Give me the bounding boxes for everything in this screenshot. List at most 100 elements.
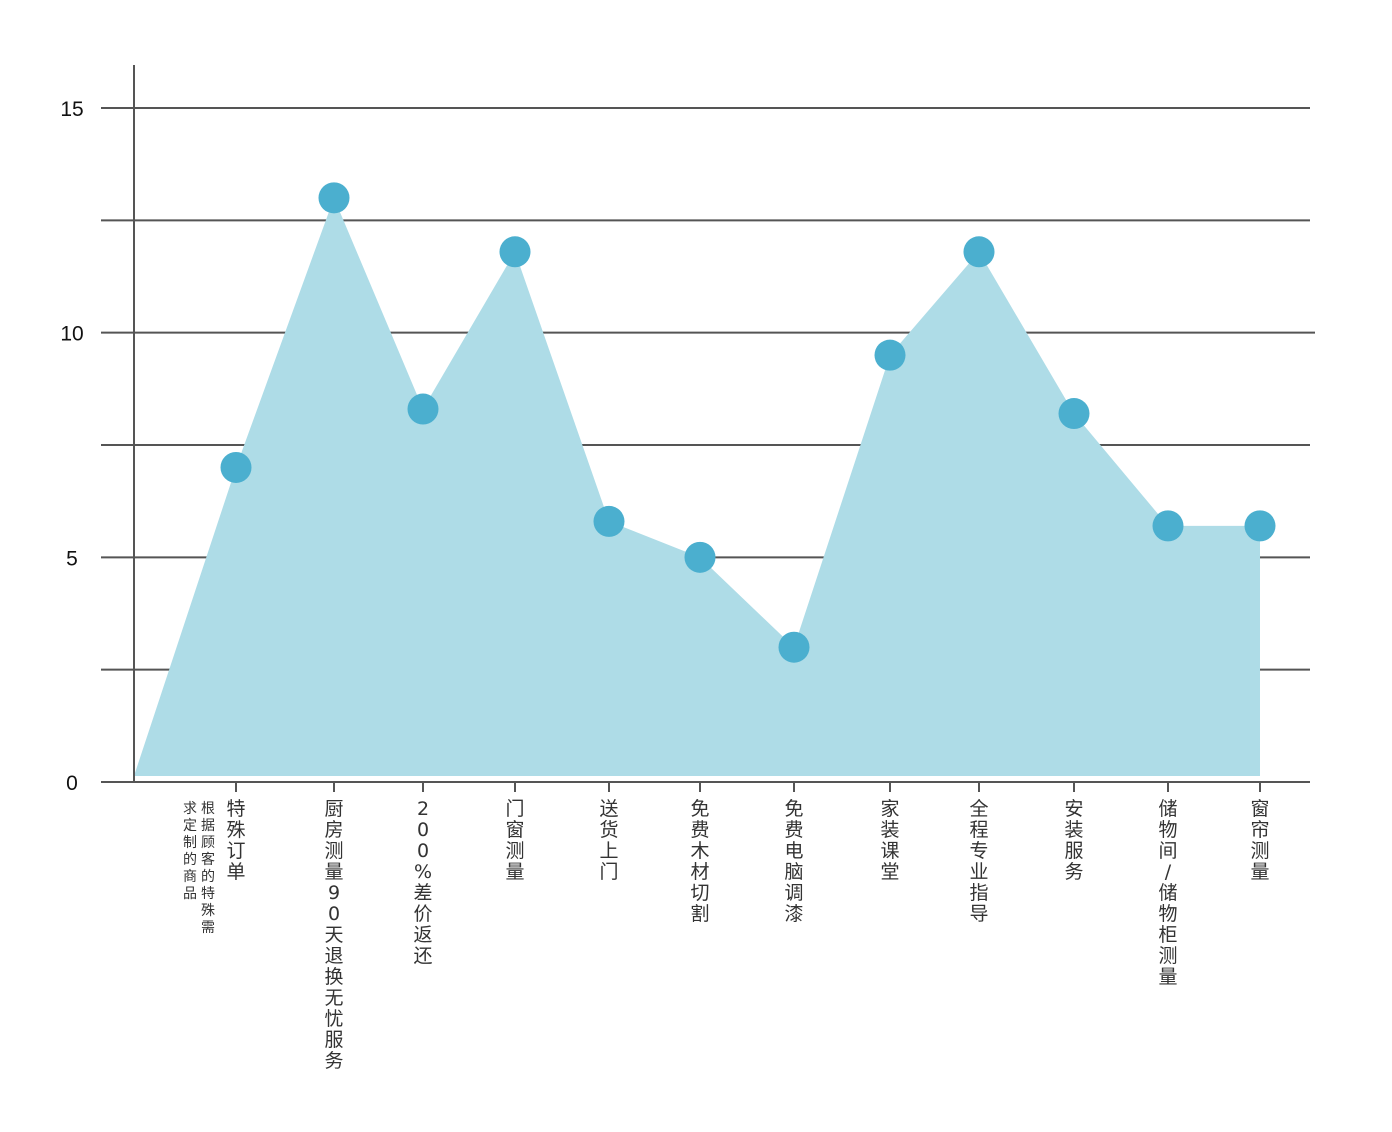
x-category-char: 帘 <box>1250 819 1269 841</box>
x-category-char: 导 <box>969 903 988 925</box>
x-category-char: 量 <box>324 861 343 883</box>
x-category-char: 门 <box>599 861 618 883</box>
data-point <box>778 631 810 663</box>
data-point <box>1058 398 1090 430</box>
x-category-char: 价 <box>413 903 432 925</box>
data-point <box>1152 510 1184 542</box>
y-tick-label: 0 <box>66 772 78 795</box>
x-category-char: 业 <box>969 861 988 883</box>
axes <box>101 65 1310 792</box>
x-category-char: 测 <box>1158 945 1177 967</box>
x-category-char: 服 <box>324 1029 343 1051</box>
x-category-char: 殊 <box>226 819 245 841</box>
x-category-char: 调 <box>784 882 803 904</box>
x-category-char: 堂 <box>880 861 899 883</box>
y-tick-label: 15 <box>60 98 83 121</box>
x-category-char: 订 <box>226 840 245 862</box>
x-category-char: 9 <box>328 882 340 904</box>
data-point <box>407 393 439 425</box>
x-category-char: 物 <box>1158 819 1177 841</box>
x-category-char: 木 <box>690 840 709 862</box>
area-fill <box>134 197 1260 776</box>
x-category-labels: 特殊订单根据顾客的特殊需求定制的商品厨房测量90天退换无忧服务200%差价返还门… <box>183 798 1270 1072</box>
x-category-char: 退 <box>324 945 343 967</box>
x-category-note-char: 顾 <box>201 835 215 851</box>
x-category-char: 电 <box>784 840 803 862</box>
x-category-char: 窗 <box>505 819 524 841</box>
x-category-char: 漆 <box>784 903 803 925</box>
x-category-char: 切 <box>690 882 709 904</box>
x-category-char: 送 <box>599 798 618 820</box>
x-category-note-char: 求 <box>183 801 197 817</box>
x-category-note-char: 客 <box>201 851 215 868</box>
x-category-char: 特 <box>226 798 245 820</box>
x-category-note-char: 的 <box>201 869 215 885</box>
x-category-char: 测 <box>505 840 524 862</box>
x-category-char: 测 <box>1250 840 1269 862</box>
x-category-char: 指 <box>969 882 988 904</box>
x-category-char: 务 <box>324 1050 343 1072</box>
x-category-char: 物 <box>1158 903 1177 925</box>
data-markers <box>220 182 1276 663</box>
area-series <box>134 197 1260 776</box>
data-point <box>684 541 716 573</box>
x-category-note-char: 需 <box>201 920 215 936</box>
x-category-char: 窗 <box>1250 798 1269 820</box>
x-category-char: 0 <box>417 840 429 862</box>
x-category-note-char: 制 <box>183 835 197 851</box>
x-category-char: 全 <box>969 798 988 820</box>
x-category-note-char: 定 <box>183 818 197 834</box>
x-category-char: 换 <box>324 966 343 988</box>
x-category-char: 门 <box>505 798 524 820</box>
x-category-char: 课 <box>880 840 899 862</box>
x-category-note-char: 的 <box>183 852 197 868</box>
data-point <box>499 236 531 268</box>
y-tick-label: 5 <box>66 547 78 570</box>
x-category-char: 材 <box>690 861 709 883</box>
x-category-char: 费 <box>690 819 709 841</box>
x-category-char: 储 <box>1158 798 1177 820</box>
x-category-note-char: 品 <box>183 886 197 902</box>
data-point <box>963 236 995 268</box>
x-category-char: 量 <box>1158 966 1177 988</box>
x-category-char: 程 <box>969 819 988 841</box>
x-category-char: % <box>414 861 432 883</box>
x-category-char: 间 <box>1158 840 1177 862</box>
x-category-char: 免 <box>784 798 803 820</box>
x-category-char: 储 <box>1158 882 1177 904</box>
data-point <box>318 182 350 214</box>
x-category-char: 装 <box>1064 819 1083 841</box>
x-category-char: 还 <box>413 945 432 967</box>
x-category-char: 上 <box>599 840 618 862</box>
data-point <box>1244 510 1276 542</box>
data-point <box>874 339 906 371</box>
x-category-char: 测 <box>324 840 343 862</box>
x-category-char: 免 <box>690 798 709 820</box>
y-tick-labels: 0 5 10 15 <box>60 98 83 795</box>
x-category-char: 柜 <box>1158 924 1177 946</box>
x-category-char: 厨 <box>324 798 343 820</box>
x-category-char: 安 <box>1064 798 1083 820</box>
x-category-char: 房 <box>324 819 343 841</box>
x-category-char: 2 <box>417 798 429 820</box>
x-category-char: 量 <box>505 861 524 883</box>
x-category-char: 专 <box>969 840 988 862</box>
x-category-char: / <box>1165 861 1172 883</box>
x-category-char: 装 <box>880 819 899 841</box>
x-category-char: 服 <box>1064 840 1083 862</box>
x-category-char: 务 <box>1064 861 1083 883</box>
x-category-char: 无 <box>324 987 343 1009</box>
x-category-char: 割 <box>690 903 709 925</box>
data-point <box>220 451 252 483</box>
x-category-char: 费 <box>784 819 803 841</box>
x-category-char: 单 <box>226 861 245 883</box>
